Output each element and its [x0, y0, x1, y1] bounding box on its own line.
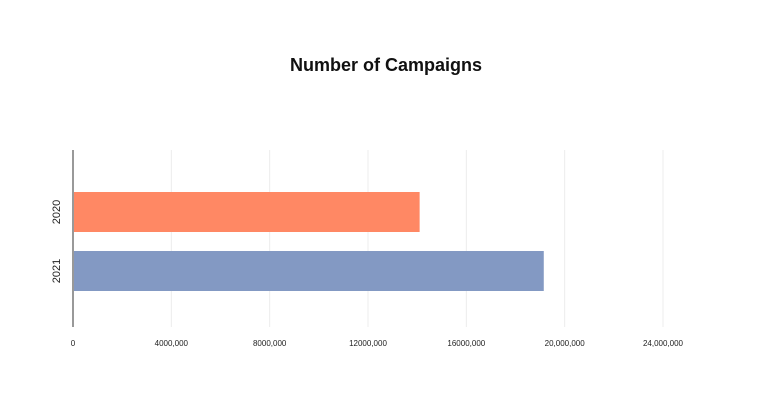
x-tick-label: 16000,000 — [447, 339, 485, 348]
x-tick-label: 4000,000 — [155, 339, 189, 348]
category-label: 2021 — [51, 259, 63, 283]
category-labels: 2020 2021 — [51, 200, 63, 283]
x-tick-label: 8000,000 — [253, 339, 287, 348]
bar-2020 — [74, 192, 420, 232]
bar-2021 — [74, 251, 544, 291]
x-tick-label: 20,000,000 — [545, 339, 586, 348]
x-tick-labels: 0 4000,000 8000,000 12000,000 16000,000 20,00… — [71, 339, 684, 348]
bars — [74, 192, 544, 291]
x-tick-label: 12000,000 — [349, 339, 387, 348]
category-label: 2020 — [51, 200, 63, 224]
x-tick-label: 24,000,000 — [643, 339, 684, 348]
x-tick-label: 0 — [71, 339, 76, 348]
chart-title: Number of Campaigns — [289, 55, 483, 75]
grid-lines — [170, 150, 664, 327]
